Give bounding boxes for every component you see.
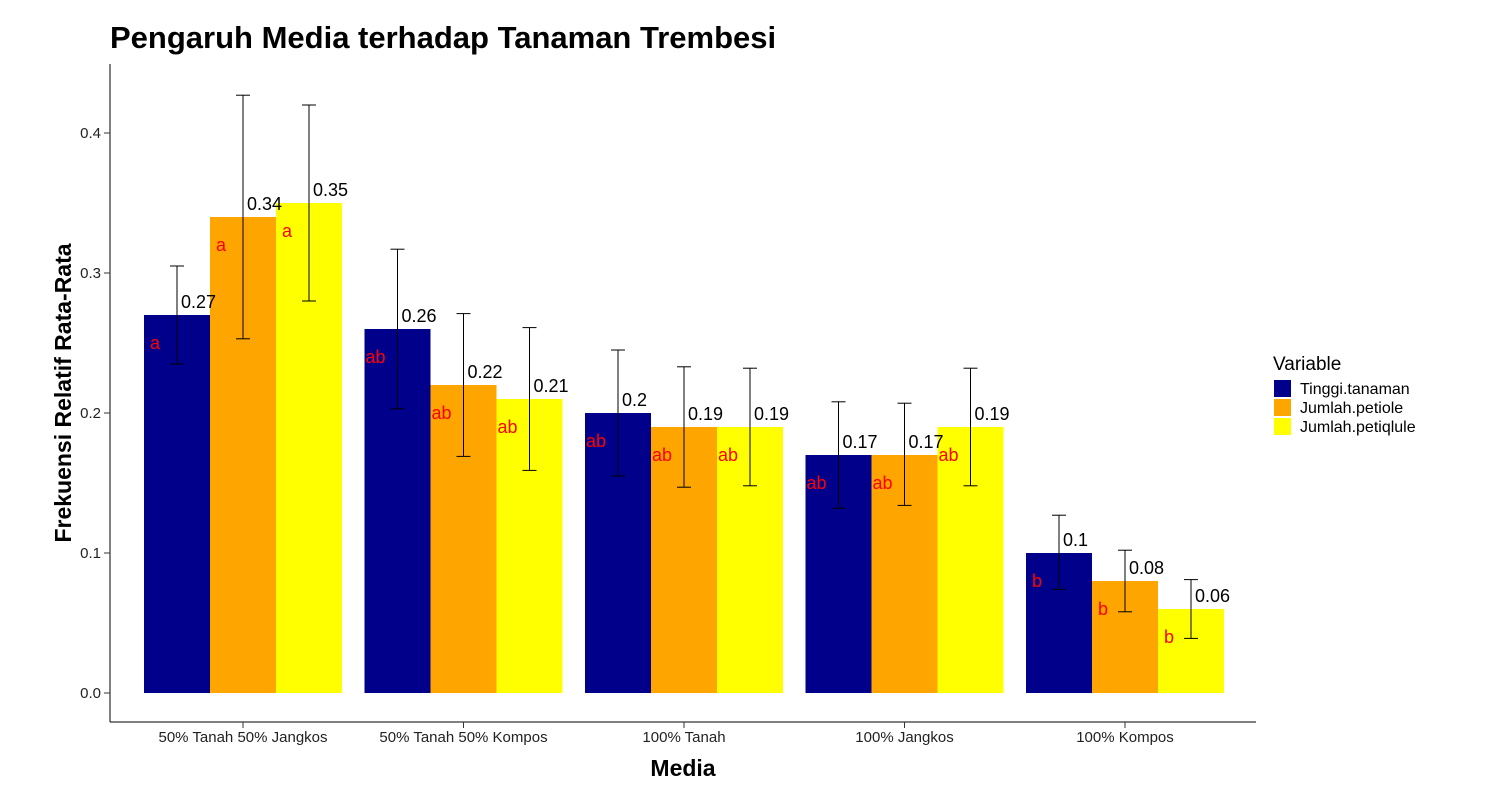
y-tick-label-2: 0.2 bbox=[80, 405, 101, 422]
x-tick-label-2: 100% Tanah bbox=[642, 729, 725, 746]
significance-letter-0-0: a bbox=[150, 333, 161, 353]
value-label-0-1: 0.26 bbox=[402, 306, 437, 326]
value-label-2-1: 0.21 bbox=[534, 376, 569, 396]
value-label-0-3: 0.17 bbox=[843, 432, 878, 452]
value-label-2-0: 0.35 bbox=[313, 180, 348, 200]
value-label-1-1: 0.22 bbox=[468, 362, 503, 382]
legend-swatch-1 bbox=[1274, 399, 1291, 416]
legend-swatch-0 bbox=[1274, 380, 1291, 397]
value-label-1-2: 0.19 bbox=[688, 404, 723, 424]
significance-letter-2-1: ab bbox=[497, 417, 517, 437]
y-tick-label-3: 0.3 bbox=[80, 265, 101, 282]
error-bars-group bbox=[170, 94, 1198, 639]
chart-title: Pengaruh Media terhadap Tanaman Trembesi bbox=[110, 20, 777, 55]
value-label-2-2: 0.19 bbox=[754, 404, 789, 424]
y-axis-title: Frekuensi Relatif Rata-Rata bbox=[50, 243, 76, 542]
legend-label-1: Jumlah.petiole bbox=[1300, 400, 1403, 417]
significance-letter-1-0: a bbox=[216, 235, 227, 255]
value-labels-group: 0.27 0.26 0.2 0.17 0.1 0.34 0.22 0.19 0.17 0.08 0.… bbox=[181, 180, 1230, 606]
significance-letter-2-0: a bbox=[282, 221, 293, 241]
x-tick-label-3: 100% Jangkos bbox=[855, 729, 953, 746]
x-tick-label-0: 50% Tanah 50% Jangkos bbox=[158, 729, 327, 746]
bar-0-0 bbox=[144, 315, 210, 693]
significance-letter-0-1: ab bbox=[365, 347, 385, 367]
significance-letter-1-2: ab bbox=[652, 445, 672, 465]
significance-letter-0-3: ab bbox=[806, 473, 826, 493]
y-axis-ticks: 0.0 0.1 0.2 0.3 0.4 bbox=[80, 125, 110, 702]
legend: Variable Tinggi.tanaman Jumlah.petiole Jum… bbox=[1273, 354, 1416, 436]
bars-group bbox=[144, 203, 1224, 693]
value-label-2-4: 0.06 bbox=[1195, 586, 1230, 606]
legend-swatch-2 bbox=[1274, 418, 1291, 435]
value-label-0-0: 0.27 bbox=[181, 292, 216, 312]
legend-label-2: Jumlah.petiqlule bbox=[1300, 419, 1416, 436]
significance-letter-1-4: b bbox=[1098, 599, 1108, 619]
y-tick-label-4: 0.4 bbox=[80, 125, 101, 142]
y-tick-label-1: 0.1 bbox=[80, 545, 101, 562]
significance-letters-group: a ab ab ab b a ab ab ab b a ab ab ab b bbox=[150, 221, 1174, 647]
x-axis-ticks: 50% Tanah 50% Jangkos 50% Tanah 50% Kompo… bbox=[158, 722, 1174, 746]
x-tick-label-1: 50% Tanah 50% Kompos bbox=[379, 729, 547, 746]
value-label-0-2: 0.2 bbox=[622, 390, 647, 410]
value-label-1-3: 0.17 bbox=[909, 432, 944, 452]
value-label-2-3: 0.19 bbox=[975, 404, 1010, 424]
value-label-1-4: 0.08 bbox=[1129, 558, 1164, 578]
x-tick-label-4: 100% Kompos bbox=[1076, 729, 1174, 746]
x-axis-title: Media bbox=[650, 755, 715, 781]
legend-title: Variable bbox=[1273, 354, 1341, 375]
value-label-0-4: 0.1 bbox=[1063, 530, 1088, 550]
significance-letter-0-4: b bbox=[1032, 571, 1042, 591]
significance-letter-2-3: ab bbox=[938, 445, 958, 465]
significance-letter-1-3: ab bbox=[872, 473, 892, 493]
value-label-1-0: 0.34 bbox=[247, 194, 282, 214]
significance-letter-1-1: ab bbox=[431, 403, 451, 423]
y-tick-label-0: 0.0 bbox=[80, 685, 101, 702]
legend-label-0: Tinggi.tanaman bbox=[1300, 381, 1410, 398]
significance-letter-0-2: ab bbox=[586, 431, 606, 451]
significance-letter-2-2: ab bbox=[718, 445, 738, 465]
significance-letter-2-4: b bbox=[1164, 627, 1174, 647]
